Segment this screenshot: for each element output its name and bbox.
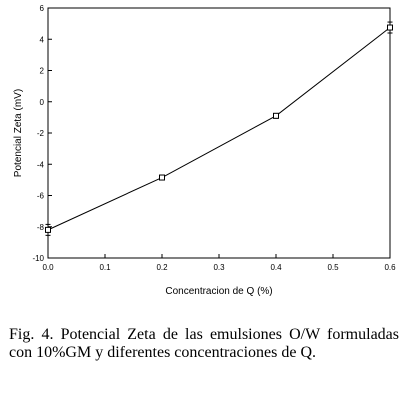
x-tick-label: 0.0 (42, 263, 54, 272)
y-tick-label: 0 (40, 98, 45, 107)
y-tick-label: -10 (32, 254, 44, 263)
zeta-potential-chart: 0.0 0.1 0.2 0.3 0.4 0.5 0.6 -10 -8 -6 -4 -2 0 2 4 6 Co… (13, 4, 396, 297)
plot-frame (47, 7, 391, 259)
y-tick-label: -6 (37, 192, 45, 201)
series-line (47, 27, 391, 231)
data-point-marker (159, 174, 165, 181)
y-tick-label: -2 (37, 129, 45, 138)
y-tick-label: -8 (37, 223, 45, 232)
y-tick-label: 2 (40, 67, 45, 76)
x-axis-ticks: 0.0 0.1 0.2 0.3 0.4 0.5 0.6 (42, 254, 396, 272)
data-point-marker (273, 112, 279, 119)
series-layer (45, 21, 393, 236)
y-axis-ticks: -10 -8 -6 -4 -2 0 2 4 6 (32, 4, 52, 263)
x-tick-label: 0.3 (213, 263, 225, 272)
x-tick-label: 0.4 (270, 263, 282, 272)
x-tick-label: 0.1 (99, 263, 111, 272)
x-tick-label: 0.6 (384, 263, 396, 272)
y-tick-label: 6 (40, 4, 45, 13)
data-point-marker (387, 24, 393, 31)
figure-caption: Fig. 4. Potencial Zeta de las emulsiones… (9, 326, 399, 361)
data-point-marker (45, 226, 51, 233)
y-tick-label: -4 (37, 160, 45, 169)
x-tick-label: 0.5 (327, 263, 339, 272)
x-tick-label: 0.2 (156, 263, 168, 272)
y-axis-label: Potencial Zeta (mV) (13, 89, 24, 177)
x-axis-label: Concentracion de Q (%) (165, 286, 272, 297)
y-tick-label: 4 (40, 35, 45, 44)
